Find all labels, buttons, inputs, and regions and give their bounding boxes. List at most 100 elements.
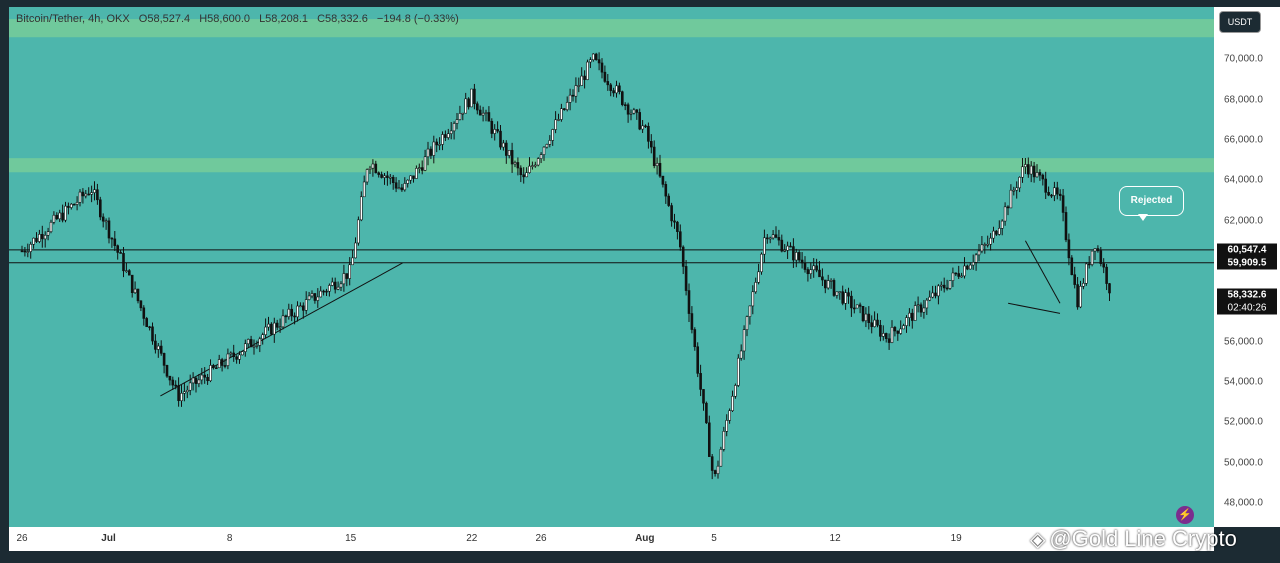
- candle-109: [336, 281, 340, 291]
- candle-body: [345, 273, 349, 279]
- candle-body: [81, 191, 85, 197]
- candle-137: [417, 163, 421, 174]
- time-axis[interactable]: 26 Jul 8 15 22 26 Aug 5 12 19: [9, 527, 1214, 551]
- candle-161: [487, 106, 491, 122]
- candle-340: [1006, 205, 1010, 216]
- candle-body: [29, 243, 33, 252]
- candle-body: [388, 176, 392, 179]
- candle-body: [52, 214, 56, 223]
- candle-body: [55, 214, 59, 220]
- candle-body: [43, 234, 47, 240]
- candle-body: [499, 130, 502, 148]
- candle-7: [40, 225, 44, 248]
- candle-132: [403, 177, 407, 192]
- candle-body: [188, 382, 192, 391]
- candle-31: [110, 237, 114, 248]
- candle-235: [702, 389, 705, 411]
- candle-body: [812, 265, 816, 271]
- candle-210: [629, 109, 633, 121]
- candle-body: [1076, 284, 1079, 308]
- candle-241: [719, 446, 723, 467]
- candle-81: [255, 340, 259, 349]
- currency-button[interactable]: USDT: [1219, 11, 1261, 33]
- candle-71: [226, 348, 230, 370]
- candle-148: [449, 122, 453, 140]
- x-tick-label: 19: [950, 533, 962, 544]
- candle-body: [887, 338, 891, 343]
- candle-194: [583, 70, 586, 89]
- candle-body: [475, 103, 479, 111]
- x-tick-label: 5: [711, 533, 717, 544]
- candle-225: [673, 213, 676, 229]
- candle-240: [716, 460, 720, 479]
- candle-112: [345, 273, 349, 287]
- candle-body: [281, 315, 285, 328]
- candle-body: [655, 162, 659, 167]
- candle-body: [186, 389, 189, 393]
- candle-252: [751, 285, 755, 315]
- candle-331: [980, 236, 984, 254]
- candle-82: [258, 336, 262, 353]
- candle-202: [606, 74, 610, 91]
- candle-body: [1012, 189, 1016, 192]
- candle-body: [780, 239, 784, 252]
- candle-body: [220, 359, 224, 366]
- candle-144: [438, 137, 441, 151]
- lower-level-label: 59,909.5: [1217, 256, 1277, 270]
- candle-323: [957, 265, 961, 280]
- candle-body: [606, 81, 610, 86]
- candle-body: [1073, 274, 1076, 285]
- candle-body: [1079, 286, 1082, 308]
- candle-192: [577, 77, 581, 93]
- candle-body: [1105, 266, 1108, 284]
- candle-body: [896, 330, 900, 334]
- candle-273: [812, 258, 816, 278]
- candle-304: [902, 323, 905, 330]
- candle-153: [464, 92, 468, 114]
- candle-30: [107, 217, 111, 244]
- candle-body: [742, 329, 746, 352]
- candle-6: [38, 229, 41, 244]
- candle-body: [362, 181, 366, 198]
- candle-body: [1096, 248, 1100, 252]
- candle-body: [1058, 193, 1062, 196]
- candle-body: [125, 270, 128, 272]
- candle-body: [800, 259, 804, 264]
- plot-area[interactable]: [9, 7, 1214, 527]
- candle-body: [148, 326, 151, 329]
- candle-body: [415, 168, 418, 179]
- candle-301: [893, 325, 897, 337]
- candle-body: [997, 228, 1001, 235]
- candle-268: [797, 250, 801, 263]
- candle-22: [84, 189, 88, 199]
- price-axis[interactable]: 48,000.0 50,000.0 52,000.0 54,000.0 56,000.0…: [1214, 7, 1280, 527]
- candle-body: [809, 269, 813, 275]
- lightning-icon[interactable]: ⚡: [1176, 506, 1194, 524]
- candle-body: [635, 109, 639, 113]
- candle-body: [937, 285, 940, 297]
- y-tick-label: 68,000.0: [1224, 94, 1263, 106]
- candlestick-chart[interactable]: [9, 7, 1214, 527]
- candle-217: [649, 134, 653, 154]
- candle-body: [867, 313, 871, 323]
- candle-body: [351, 257, 354, 266]
- symbol-name[interactable]: Bitcoin/Tether, 4h, OKX: [16, 13, 130, 25]
- candle-118: [362, 175, 366, 198]
- candle-122: [374, 160, 378, 174]
- candle-168: [507, 150, 511, 159]
- candle-3: [29, 241, 33, 259]
- candle-119: [365, 168, 369, 185]
- candle-body: [136, 288, 140, 302]
- candle-body: [510, 150, 514, 165]
- candle-body: [1006, 206, 1010, 209]
- candle-4: [32, 237, 35, 249]
- candle-body: [716, 465, 720, 475]
- candle-body: [238, 354, 241, 360]
- candle-47: [157, 342, 160, 358]
- candle-body: [394, 182, 398, 189]
- candle-177: [533, 161, 537, 168]
- candle-321: [951, 267, 955, 288]
- candle-body: [1021, 166, 1024, 178]
- candle-body: [925, 299, 929, 309]
- watermark-text: @Gold Line Crypto: [1049, 526, 1237, 551]
